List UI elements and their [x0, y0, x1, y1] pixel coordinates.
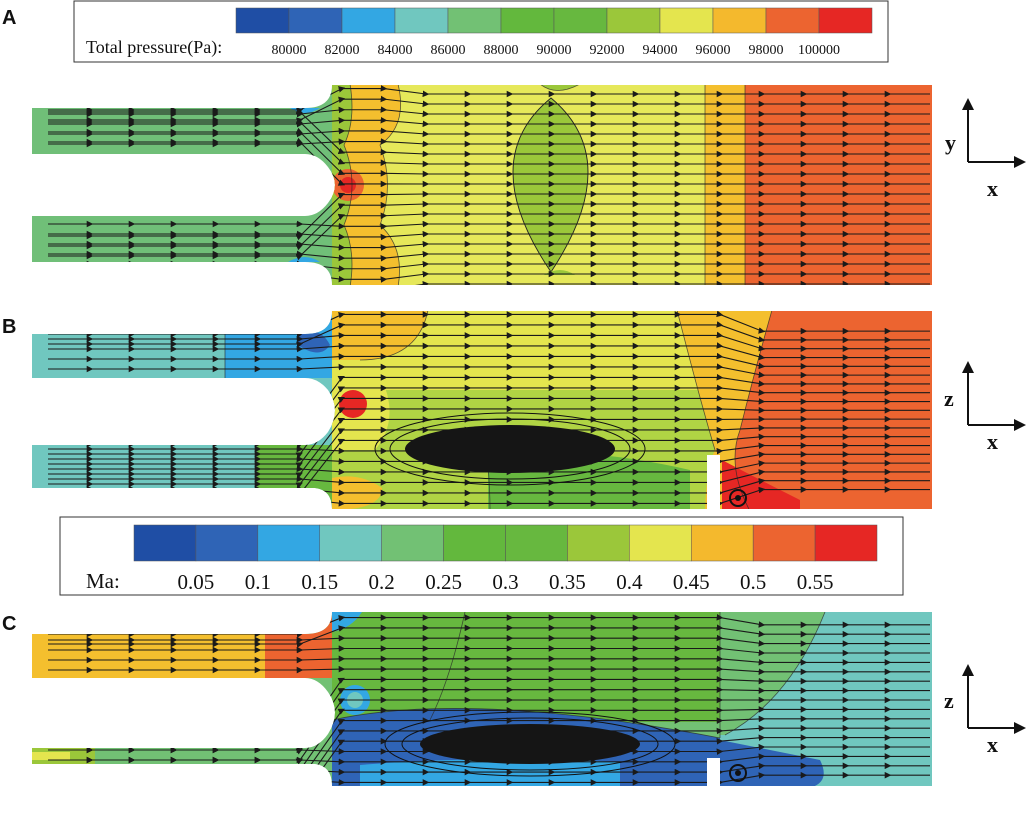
axis-label-y-a: y	[945, 130, 956, 155]
panel-label-a: A	[2, 7, 16, 29]
total-pressure-legend-color-bin-3	[394, 7, 449, 34]
panel-c-streamline	[48, 634, 930, 647]
mach-legend-title: Ma:	[86, 569, 120, 593]
panel-a-streamline	[48, 240, 930, 251]
axis-label-x-c: x	[987, 732, 998, 757]
panel-b-insert-gap	[707, 455, 720, 510]
axis-label-z-c: z	[944, 688, 954, 713]
total-pressure-legend-color-bin-4	[447, 7, 502, 34]
total-pressure-legend-tick-label: 98000	[749, 43, 784, 58]
recirculation-vortex-b	[405, 425, 615, 473]
recirculation-vortex-c	[420, 724, 640, 764]
axis-label-x-b: x	[987, 429, 998, 454]
mach-legend-color-bin-11	[814, 524, 878, 562]
panel-a-total-pressure-contour	[32, 85, 932, 285]
panel-label-c: C	[2, 613, 16, 635]
total-pressure-legend-tick-label: 84000	[378, 43, 413, 58]
total-pressure-legend-color-bin-7	[606, 7, 661, 34]
total-pressure-legend-tick-label: 90000	[537, 43, 572, 58]
panel-a-streamline	[48, 230, 930, 241]
mach-legend-tick-label: 0.05	[178, 570, 215, 594]
mach-legend-tick-label: 0.1	[245, 570, 271, 594]
total-pressure-legend-color-bin-11	[818, 7, 873, 34]
total-pressure-legend-color-bin-6	[553, 7, 608, 34]
total-pressure-legend-color-bin-0	[235, 7, 290, 34]
panel-b-total-pressure-contour	[32, 311, 932, 509]
panel-c-streamline	[48, 655, 930, 666]
total-pressure-legend-color-bin-8	[659, 7, 714, 34]
panel-a-streamline	[48, 250, 930, 262]
panel-c-streamline	[48, 645, 930, 657]
total-pressure-legend-title: Total pressure(Pa):	[86, 37, 222, 58]
total-pressure-legend-tick-label: 92000	[590, 43, 625, 58]
mach-legend-color-bin-4	[381, 524, 444, 562]
mach-legend-color-bin-6	[505, 524, 568, 562]
mach-legend-tick-label: 0.3	[492, 570, 518, 594]
total-pressure-legend-color-bin-2	[341, 7, 396, 34]
mach-legend-tick-label: 0.45	[673, 570, 710, 594]
mach-legend-color-bin-2	[257, 524, 321, 562]
total-pressure-legend-tick-label: 86000	[431, 43, 466, 58]
total-pressure-legend-tick-label: 96000	[696, 43, 731, 58]
mach-legend-tick-label: 0.25	[425, 570, 462, 594]
mach-legend-color-bin-5	[443, 524, 506, 562]
panel-c-streamline	[48, 665, 930, 676]
panel-c-mach-contour	[32, 612, 932, 786]
mach-legend: Ma: 0.05 0.1 0.15 0.2 0.25 0.3 0.35 0.4 0.45 0.5 0…	[59, 516, 904, 596]
mach-legend-tick-label: 0.2	[369, 570, 395, 594]
total-pressure-legend-color-bin-5	[500, 7, 555, 34]
panel-a-streamline	[48, 220, 930, 230]
mach-legend-tick-label: 0.55	[797, 570, 834, 594]
total-pressure-legend-tick-label: 94000	[643, 43, 678, 58]
coordinate-axes-c: z x	[944, 664, 1026, 757]
mach-legend-tick-label: 0.4	[616, 570, 643, 594]
total-pressure-legend-tick-label: 88000	[484, 43, 519, 58]
mach-legend-tick-label: 0.5	[740, 570, 766, 594]
total-pressure-legend-color-bin-1	[288, 7, 343, 34]
total-pressure-legend-color-bin-9	[712, 7, 767, 34]
mach-legend-color-bin-3	[319, 524, 382, 562]
mach-legend-tick-label: 0.15	[301, 570, 338, 594]
mach-legend-color-bin-9	[691, 524, 754, 562]
mach-legend-tick-label: 0.35	[549, 570, 586, 594]
mach-legend-color-bin-0	[133, 524, 197, 562]
mach-legend-color-bin-8	[629, 524, 692, 562]
total-pressure-legend-tick-label: 100000	[798, 43, 840, 58]
total-pressure-legend-tick-label: 82000	[325, 43, 360, 58]
coordinate-axes-b: z x	[944, 361, 1026, 454]
panel-label-b: B	[2, 316, 16, 338]
mach-legend-color-bin-7	[567, 524, 630, 562]
mach-legend-color-bin-10	[752, 524, 816, 562]
axis-label-x-a: x	[987, 176, 998, 201]
total-pressure-legend-tick-label: 80000	[272, 43, 307, 58]
total-pressure-legend-color-bin-10	[765, 7, 820, 34]
mach-legend-color-bin-1	[195, 524, 259, 562]
panel-c-insert-gap	[707, 758, 720, 788]
total-pressure-legend: Total pressure(Pa): 80000 82000 84000 86000…	[73, 0, 889, 63]
panel-a-streamline	[48, 137, 930, 188]
axis-label-z-b: z	[944, 386, 954, 411]
coordinate-axes-a: y x	[945, 98, 1026, 201]
